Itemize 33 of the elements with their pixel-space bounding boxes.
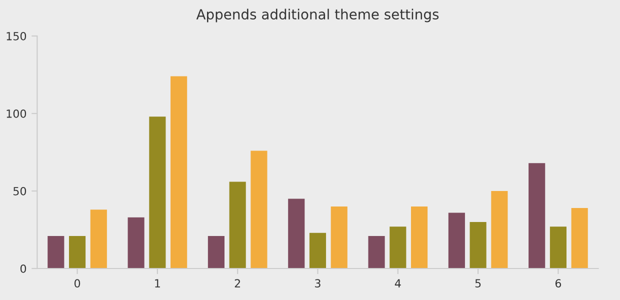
bar	[208, 236, 224, 268]
x-tick-label: 0	[74, 279, 80, 288]
x-tick-label: 4	[394, 279, 401, 288]
x-tick-label: 1	[155, 279, 160, 288]
chart-title: Appends additional theme settings	[196, 8, 439, 22]
bar	[491, 191, 508, 268]
bar	[571, 208, 588, 268]
y-tick-label: 50	[14, 186, 26, 196]
bar	[250, 150, 268, 268]
bar	[330, 206, 348, 268]
bar	[149, 116, 166, 268]
bar	[550, 226, 567, 268]
bar	[448, 212, 465, 268]
x-tick-label: 3	[315, 279, 320, 288]
bar	[309, 232, 326, 268]
bar	[90, 210, 107, 268]
bar	[288, 198, 305, 268]
bar	[170, 76, 188, 268]
x-tick-label: 2	[234, 279, 240, 288]
bar	[128, 217, 144, 268]
bar	[68, 236, 86, 268]
bar	[48, 236, 64, 268]
y-tick-label: 100	[6, 109, 26, 118]
y-tick-label: 0	[20, 264, 26, 273]
bar	[411, 206, 428, 268]
bar	[390, 226, 406, 268]
x-tick-label: 5	[475, 279, 481, 288]
bar	[470, 222, 486, 268]
bar	[229, 182, 246, 268]
bar	[528, 163, 546, 268]
bar	[368, 236, 385, 268]
x-tick-label: 6	[555, 279, 562, 288]
y-tick-label: 150	[6, 32, 26, 40]
